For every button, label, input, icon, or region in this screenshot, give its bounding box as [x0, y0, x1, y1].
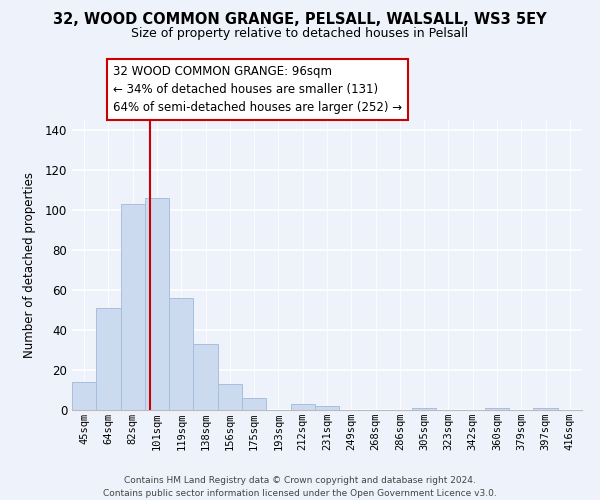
Text: 32 WOOD COMMON GRANGE: 96sqm
← 34% of detached houses are smaller (131)
64% of s: 32 WOOD COMMON GRANGE: 96sqm ← 34% of de…: [113, 65, 402, 114]
Bar: [533, 408, 558, 410]
Bar: [193, 344, 218, 410]
Bar: [315, 406, 339, 410]
Bar: [72, 382, 96, 410]
Bar: [290, 404, 315, 410]
Text: 32, WOOD COMMON GRANGE, PELSALL, WALSALL, WS3 5EY: 32, WOOD COMMON GRANGE, PELSALL, WALSALL…: [53, 12, 547, 28]
Bar: [96, 308, 121, 410]
Text: Contains HM Land Registry data © Crown copyright and database right 2024.
Contai: Contains HM Land Registry data © Crown c…: [103, 476, 497, 498]
Bar: [242, 398, 266, 410]
Bar: [169, 298, 193, 410]
Bar: [121, 204, 145, 410]
Text: Size of property relative to detached houses in Pelsall: Size of property relative to detached ho…: [131, 28, 469, 40]
Bar: [412, 408, 436, 410]
Bar: [485, 408, 509, 410]
Y-axis label: Number of detached properties: Number of detached properties: [23, 172, 37, 358]
Bar: [218, 384, 242, 410]
Bar: [145, 198, 169, 410]
